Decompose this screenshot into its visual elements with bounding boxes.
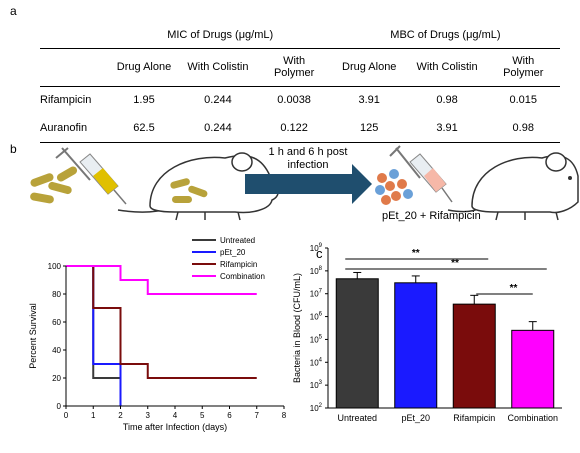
table-row: Auranofin 62.5 0.244 0.122 125 3.91 0.98 xyxy=(40,114,560,142)
bacteria-icon xyxy=(30,166,78,204)
legend-label: Rifampicin xyxy=(220,260,257,269)
x-tick-label: 5 xyxy=(200,411,205,420)
y-axis-label: Bacteria in Blood (CFU/mL) xyxy=(292,273,302,383)
x-tick-label: pEt_20 xyxy=(401,413,430,423)
drug-name: Rifampicin xyxy=(40,94,92,107)
y-tick-label: 40 xyxy=(52,346,61,355)
col-header: With Colistin xyxy=(416,61,478,73)
series-line-rifampicin xyxy=(66,265,257,379)
y-tick-label: 60 xyxy=(52,318,61,327)
arrow-caption: 1 h and 6 h post infection xyxy=(268,146,348,171)
table-row: Rifampicin 1.95 0.244 0.0038 3.91 0.98 0… xyxy=(40,86,560,114)
y-tick-label: 108 xyxy=(310,266,323,276)
x-tick-label: 1 xyxy=(91,411,96,420)
bar-rifampicin xyxy=(452,303,496,409)
table-cell: 1.95 xyxy=(133,94,155,107)
x-tick-label: 0 xyxy=(64,411,69,420)
x-tick-label: 6 xyxy=(227,411,232,420)
x-tick-label: 8 xyxy=(282,411,287,420)
nanoparticle-icon xyxy=(375,169,413,205)
legend-label: Combination xyxy=(220,272,265,281)
table-cell: 62.5 xyxy=(133,121,155,134)
y-tick-label: 104 xyxy=(310,357,323,367)
y-axis-label: Percent Survival xyxy=(28,303,38,369)
mic-group-header: MIC of Drugs (μg/mL) xyxy=(167,28,274,41)
x-tick-label: 4 xyxy=(173,411,178,420)
infection-schematic xyxy=(30,145,579,221)
legend-label: pEt_20 xyxy=(220,248,246,257)
panel-b-letter: b xyxy=(10,142,17,156)
significance-label: ** xyxy=(451,258,459,269)
bar-combination xyxy=(511,329,555,409)
y-tick-label: 105 xyxy=(310,334,323,344)
y-tick-label: 107 xyxy=(310,289,323,299)
table-cell: 0.015 xyxy=(509,94,538,107)
y-tick-label: 100 xyxy=(48,262,62,271)
bacteria-icon xyxy=(170,178,208,203)
table-cell: 3.91 xyxy=(358,94,380,107)
y-tick-label: 20 xyxy=(52,374,61,383)
y-tick-label: 109 xyxy=(310,243,323,253)
y-tick-label: 102 xyxy=(310,403,323,413)
panel-a-letter: a xyxy=(10,4,17,18)
col-header: Drug Alone xyxy=(342,61,397,73)
x-axis-label: Time after Infection (days) xyxy=(123,422,227,432)
panel-c-letter: c xyxy=(316,246,323,261)
drug-name: Auranofin xyxy=(40,121,88,134)
x-tick-label: 3 xyxy=(146,411,151,420)
col-header: With Polymer xyxy=(273,55,315,79)
y-tick-label: 0 xyxy=(57,402,62,411)
table-cell: 125 xyxy=(360,121,379,134)
mic-mbc-table: MIC of Drugs (μg/mL) MBC of Drugs (μg/mL… xyxy=(40,22,560,143)
table-cell: 0.98 xyxy=(512,121,534,134)
x-tick-label: Combination xyxy=(507,413,558,423)
x-tick-label: 2 xyxy=(118,411,123,420)
col-header: With Polymer xyxy=(503,55,544,79)
x-tick-label: Rifampicin xyxy=(453,413,495,423)
table-cell: 0.244 xyxy=(204,94,232,107)
table-cell: 0.98 xyxy=(436,94,458,107)
significance-label: ** xyxy=(412,248,420,259)
syringe-icon xyxy=(55,147,127,205)
arrow-icon xyxy=(245,164,372,204)
table-cell: 3.91 xyxy=(436,121,458,134)
x-tick-label: 7 xyxy=(255,411,260,420)
syringe-icon xyxy=(389,145,453,203)
table-cell: 0.122 xyxy=(280,121,308,134)
y-tick-label: 80 xyxy=(52,290,61,299)
col-header: Drug Alone xyxy=(116,61,172,73)
bar-pet-20 xyxy=(394,282,438,409)
col-header: With Colistin xyxy=(187,61,249,73)
mbc-group-header: MBC of Drugs (μg/mL) xyxy=(390,28,501,41)
group-header-row: MIC of Drugs (μg/mL) MBC of Drugs (μg/mL… xyxy=(40,22,560,48)
table-cell: 0.244 xyxy=(204,121,232,134)
legend-label: Untreated xyxy=(220,236,255,245)
bar-untreated xyxy=(335,278,379,409)
series-line-combination xyxy=(66,265,257,295)
y-tick-label: 106 xyxy=(310,312,323,322)
table-cell: 0.0038 xyxy=(277,94,311,107)
y-tick-label: 103 xyxy=(310,380,323,390)
x-tick-label: Untreated xyxy=(337,413,377,423)
treatment-label: pEt_20 + Rifampicin xyxy=(382,210,481,222)
mouse-icon xyxy=(447,152,579,221)
significance-label: ** xyxy=(510,283,518,294)
column-header-row: Drug Alone With Colistin With Polymer Dr… xyxy=(40,48,560,86)
bacteria-bar-chart: 102 103 104 105 106 107 108 109 Untreated pEt_20… xyxy=(292,243,562,423)
